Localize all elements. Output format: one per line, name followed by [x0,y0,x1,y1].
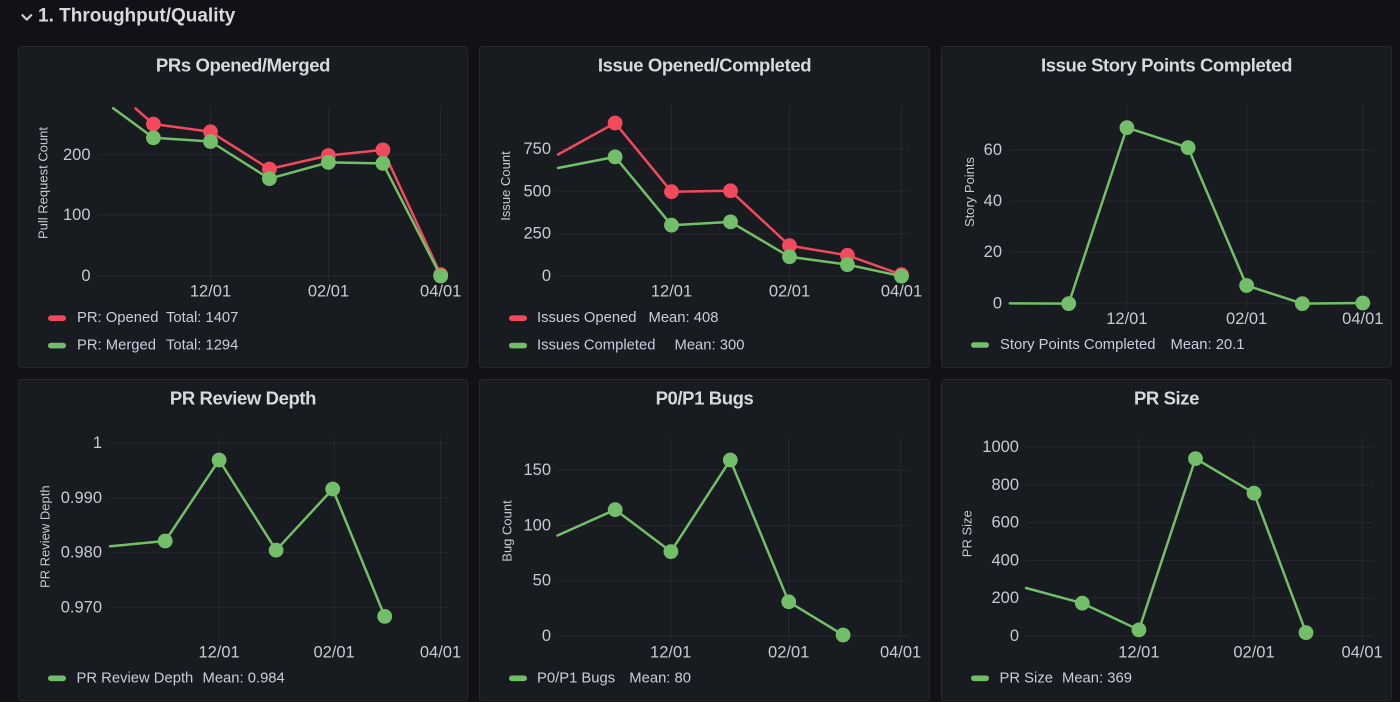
svg-text:Mean: 20.1: Mean: 20.1 [1171,337,1245,353]
svg-text:02/01: 02/01 [308,282,349,300]
svg-text:04/01: 04/01 [420,282,461,300]
svg-text:04/01: 04/01 [420,643,461,661]
svg-text:Mean: 369: Mean: 369 [1062,670,1132,686]
svg-text:0: 0 [542,627,551,645]
svg-text:1000: 1000 [982,438,1019,456]
svg-text:PR Review Depth: PR Review Depth [77,670,194,686]
svg-text:200: 200 [991,589,1019,607]
svg-text:Issues Opened: Issues Opened [537,310,637,326]
svg-text:PR Size: PR Size [1000,670,1053,686]
svg-text:50: 50 [533,572,551,590]
svg-text:Mean: 80: Mean: 80 [629,670,691,686]
svg-text:02/01: 02/01 [768,643,809,661]
svg-text:PR: Opened: PR: Opened [77,310,158,326]
svg-text:02/01: 02/01 [1226,310,1267,328]
svg-text:12/01: 12/01 [190,282,231,300]
svg-text:0: 0 [1010,627,1019,645]
svg-text:PR Review Depth: PR Review Depth [170,388,316,409]
svg-text:Issues Completed: Issues Completed [537,338,655,354]
svg-text:12/01: 12/01 [1106,310,1147,328]
svg-text:04/01: 04/01 [881,282,922,300]
svg-text:12/01: 12/01 [198,643,239,661]
svg-text:60: 60 [984,141,1002,159]
svg-text:0.990: 0.990 [61,489,102,507]
svg-text:Total: 1407: Total: 1407 [166,310,238,326]
svg-text:P0/P1 Bugs: P0/P1 Bugs [656,388,754,409]
svg-text:400: 400 [991,551,1019,569]
svg-text:0: 0 [542,267,551,285]
svg-text:800: 800 [991,476,1019,494]
svg-text:750: 750 [523,140,551,158]
svg-text:02/01: 02/01 [1233,643,1274,661]
svg-text:PR Review Depth: PR Review Depth [38,485,53,588]
svg-text:Mean: 0.984: Mean: 0.984 [203,670,285,686]
svg-text:12/01: 12/01 [1118,643,1159,661]
svg-text:250: 250 [523,225,551,243]
svg-text:100: 100 [63,206,91,224]
svg-text:Pull Request Count: Pull Request Count [36,127,51,239]
svg-text:100: 100 [523,516,551,534]
svg-text:20: 20 [984,243,1002,261]
svg-text:0: 0 [81,267,90,285]
svg-text:12/01: 12/01 [650,643,691,661]
svg-text:0.970: 0.970 [61,598,102,616]
svg-text:Story Points: Story Points [962,156,977,227]
svg-text:Bug Count: Bug Count [500,500,515,562]
svg-text:Issue Count: Issue Count [498,151,513,221]
svg-text:02/01: 02/01 [769,282,810,300]
svg-text:PR Size: PR Size [959,510,974,557]
svg-text:Story Points Completed: Story Points Completed [1000,337,1155,353]
svg-text:04/01: 04/01 [1341,643,1382,661]
svg-text:12/01: 12/01 [651,282,692,300]
svg-text:40: 40 [984,192,1002,210]
svg-text:Total: 1294: Total: 1294 [166,338,238,354]
svg-text:1. Throughput/Quality: 1. Throughput/Quality [38,6,236,27]
svg-text:04/01: 04/01 [880,643,921,661]
svg-text:04/01: 04/01 [1342,310,1383,328]
svg-text:0: 0 [993,294,1002,312]
svg-text:02/01: 02/01 [313,643,354,661]
svg-text:P0/P1 Bugs: P0/P1 Bugs [537,670,615,686]
svg-text:Issue Opened/Completed: Issue Opened/Completed [598,55,811,76]
svg-text:Mean: 300: Mean: 300 [675,338,745,354]
svg-text:0.980: 0.980 [61,544,102,562]
svg-text:150: 150 [523,461,551,479]
svg-text:PR: Merged: PR: Merged [77,338,156,354]
svg-text:1: 1 [93,434,102,452]
svg-text:PR Size: PR Size [1134,388,1199,409]
svg-text:PRs Opened/Merged: PRs Opened/Merged [156,55,330,76]
svg-text:Mean: 408: Mean: 408 [649,310,719,326]
svg-text:600: 600 [991,514,1019,532]
svg-text:Issue Story Points Completed: Issue Story Points Completed [1041,55,1292,76]
svg-text:500: 500 [523,182,551,200]
svg-text:200: 200 [63,146,91,164]
